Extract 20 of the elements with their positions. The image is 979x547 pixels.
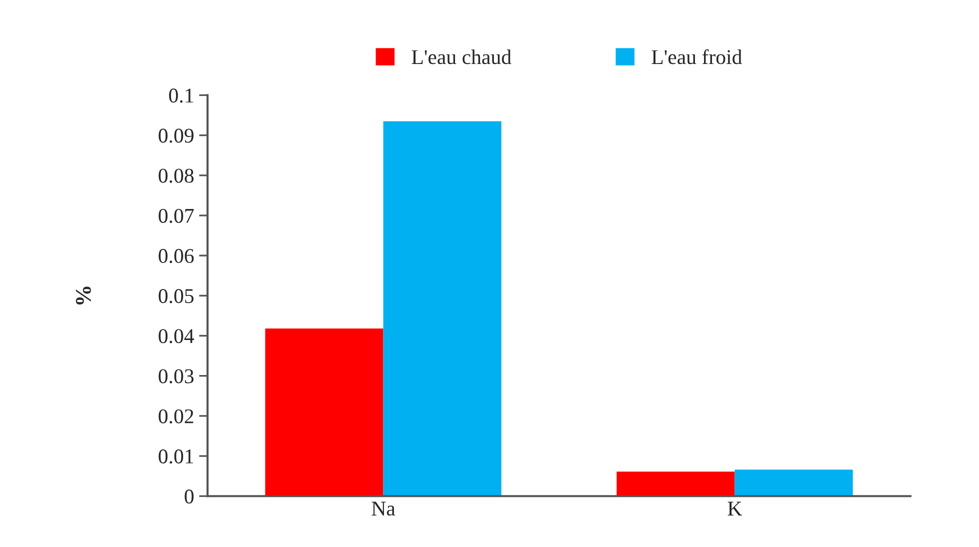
bar (734, 470, 853, 496)
bar (265, 328, 384, 496)
y-tick-label: 0 (184, 490, 194, 504)
y-tick-label: 0.08 (158, 168, 194, 183)
y-axis-title: % (76, 286, 91, 304)
bar (383, 121, 502, 496)
x-tick-label: K (728, 502, 742, 516)
y-tick-label: 0.04 (158, 329, 194, 344)
y-tick-label: 0.02 (158, 409, 194, 424)
y-tick-label: 0.01 (158, 449, 194, 464)
legend-label: L'eau froid (652, 49, 742, 64)
bar (616, 472, 735, 496)
y-tick-label: 0.1 (169, 88, 194, 103)
y-tick-label: 0.07 (158, 208, 194, 223)
legend-label: L'eau chaud (412, 50, 512, 64)
y-tick-label: 0.03 (158, 369, 194, 384)
x-tick-label: Na (372, 502, 396, 516)
y-tick-label: 0.06 (158, 248, 194, 264)
y-tick-label: 0.05 (158, 289, 194, 304)
y-tick-label: 0.09 (158, 128, 194, 143)
